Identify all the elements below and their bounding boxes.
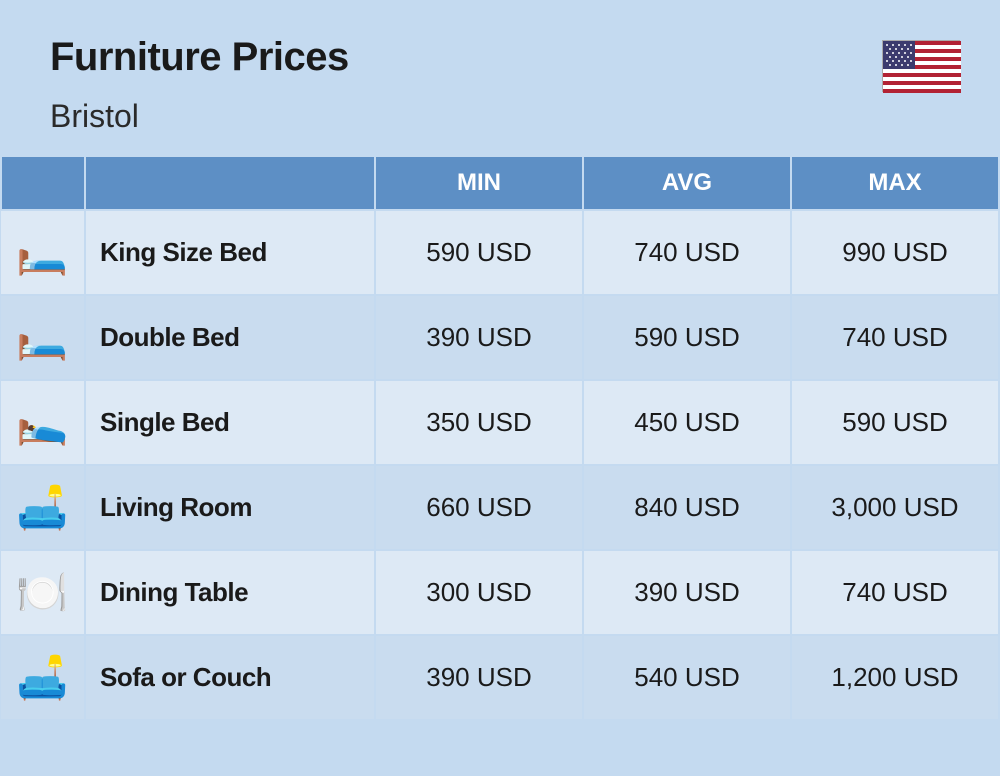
price-avg: 540 USD	[583, 635, 791, 720]
price-min: 590 USD	[375, 210, 583, 295]
furniture-icon: 🛋️	[1, 465, 85, 550]
price-max: 1,200 USD	[791, 635, 999, 720]
price-min: 350 USD	[375, 380, 583, 465]
header: Furniture Prices Bristol	[0, 0, 1000, 155]
price-table: MIN AVG MAX 🛏️King Size Bed590 USD740 US…	[0, 155, 1000, 721]
price-avg: 390 USD	[583, 550, 791, 635]
price-max: 3,000 USD	[791, 465, 999, 550]
furniture-name: Single Bed	[85, 380, 375, 465]
furniture-icon: 🛏️	[1, 295, 85, 380]
price-max: 590 USD	[791, 380, 999, 465]
furniture-icon: 🛋️	[1, 635, 85, 720]
furniture-name: King Size Bed	[85, 210, 375, 295]
price-min: 300 USD	[375, 550, 583, 635]
col-header-name	[85, 156, 375, 210]
furniture-name: Double Bed	[85, 295, 375, 380]
price-avg: 590 USD	[583, 295, 791, 380]
furniture-name: Sofa or Couch	[85, 635, 375, 720]
flag-icon	[882, 40, 960, 92]
page-subtitle: Bristol	[50, 98, 950, 135]
page-title: Furniture Prices	[50, 35, 950, 80]
col-header-avg: AVG	[583, 156, 791, 210]
table-row: 🍽️Dining Table300 USD390 USD740 USD	[1, 550, 999, 635]
price-max: 740 USD	[791, 295, 999, 380]
table-row: 🛏️Double Bed390 USD590 USD740 USD	[1, 295, 999, 380]
col-header-icon	[1, 156, 85, 210]
col-header-max: MAX	[791, 156, 999, 210]
price-min: 660 USD	[375, 465, 583, 550]
col-header-min: MIN	[375, 156, 583, 210]
table-row: 🛏️King Size Bed590 USD740 USD990 USD	[1, 210, 999, 295]
table-row: 🛋️Living Room660 USD840 USD3,000 USD	[1, 465, 999, 550]
furniture-name: Dining Table	[85, 550, 375, 635]
price-avg: 740 USD	[583, 210, 791, 295]
price-min: 390 USD	[375, 635, 583, 720]
furniture-icon: 🛏️	[1, 210, 85, 295]
price-min: 390 USD	[375, 295, 583, 380]
price-max: 740 USD	[791, 550, 999, 635]
furniture-icon: 🍽️	[1, 550, 85, 635]
price-avg: 840 USD	[583, 465, 791, 550]
furniture-name: Living Room	[85, 465, 375, 550]
table-row: 🛋️Sofa or Couch390 USD540 USD1,200 USD	[1, 635, 999, 720]
furniture-icon: 🛌	[1, 380, 85, 465]
price-avg: 450 USD	[583, 380, 791, 465]
price-max: 990 USD	[791, 210, 999, 295]
table-row: 🛌Single Bed350 USD450 USD590 USD	[1, 380, 999, 465]
